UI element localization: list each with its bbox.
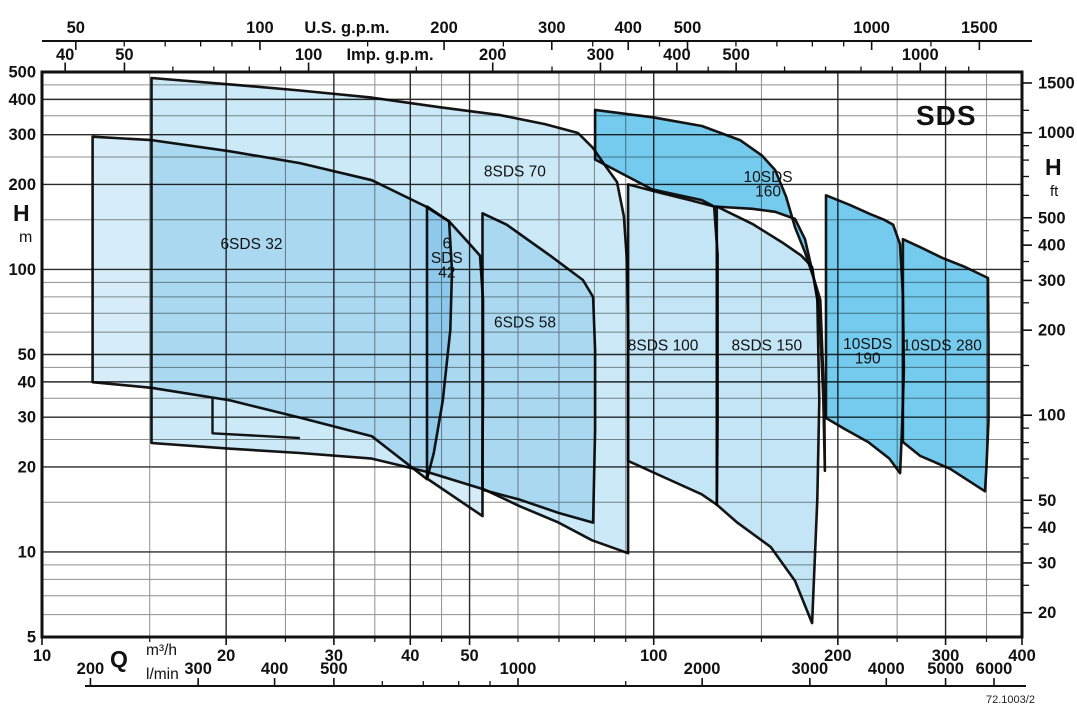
right-axis-head-label: H	[1045, 154, 1062, 180]
head-m-tick-label: 500	[8, 64, 36, 82]
imp-gpm-tick-label: 200	[479, 46, 507, 64]
flow-lmin-tick-label: 1000	[500, 660, 537, 678]
chart-title: SDS	[916, 100, 977, 131]
flow-lmin-tick-label: 6000	[976, 660, 1013, 678]
region-10sds-160	[593, 108, 827, 472]
imp-gpm-tick-label: 40	[56, 46, 74, 64]
region-label-6sds-42: 6 SDS 42	[431, 235, 463, 281]
flow-m3h-tick-label: 20	[217, 647, 235, 665]
us-gpm-tick-label: 1500	[961, 19, 998, 37]
region-8sds-150	[715, 205, 821, 625]
head-ft-tick-label: 100	[1038, 407, 1066, 425]
us-gpm-tick-label: 400	[614, 19, 642, 37]
head-ft-tick-label: 500	[1038, 209, 1066, 227]
flow-lmin-tick-label: 2000	[684, 660, 721, 678]
region-label-8sds-100: 8SDS 100	[628, 338, 699, 355]
left-axis-head-label: H	[13, 200, 30, 226]
imp-gpm-tick-label: 1000	[902, 46, 939, 64]
flow-m3h-tick-label: 50	[460, 647, 478, 665]
flow-lmin-tick-label: 5000	[927, 660, 964, 678]
us-gpm-tick-label: 500	[674, 19, 702, 37]
imp-gpm-tick-label: 400	[663, 46, 691, 64]
plot-frame	[40, 70, 1024, 639]
head-m-tick-label: 100	[8, 261, 36, 279]
left-axis-unit-label: m	[19, 229, 33, 246]
flow-m3h-tick-label: 30	[325, 647, 343, 665]
region-step-line	[211, 397, 300, 440]
flow-lmin-tick-label: 400	[261, 660, 289, 678]
us-gpm-tick-label: 50	[67, 19, 85, 37]
head-ft-tick-label: 1500	[1038, 74, 1075, 92]
flow-lmin-tick-label: 200	[77, 660, 105, 678]
imp-gpm-axis-title: Imp. g.p.m.	[346, 46, 433, 64]
head-ft-tick-label: 30	[1038, 554, 1056, 572]
flow-m3h-tick-label: 100	[640, 647, 668, 665]
head-m-tick-label: 40	[18, 373, 36, 391]
bottom-axis-m3h-label: m³/h	[146, 642, 177, 659]
region-8sds-70	[150, 76, 630, 555]
flow-m3h-tick-label: 200	[824, 647, 852, 665]
region-label-8sds-70: 8SDS 70	[484, 164, 546, 181]
region-10sds-280	[901, 237, 990, 493]
head-m-tick-label: 30	[18, 409, 36, 427]
flow-m3h-tick-label: 300	[932, 647, 960, 665]
head-ft-tick-label: 50	[1038, 492, 1056, 510]
flow-m3h-tick-label: 400	[1008, 647, 1036, 665]
head-ft-tick-label: 40	[1038, 519, 1056, 537]
flow-lmin-tick-label: 300	[184, 660, 212, 678]
imp-gpm-tick-label: 500	[722, 46, 750, 64]
us-gpm-tick-label: 300	[538, 19, 566, 37]
bottom-axis-lmin-label: l/min	[146, 666, 179, 683]
imp-gpm-tick-label: 50	[115, 46, 133, 64]
document-code: 72.1003/2	[986, 694, 1035, 706]
head-m-tick-label: 400	[8, 91, 36, 109]
us-gpm-axis-title: U.S. g.p.m.	[304, 19, 389, 37]
head-m-tick-label: 5	[27, 629, 36, 647]
region-label-8sds-150: 8SDS 150	[732, 338, 803, 355]
flow-m3h-tick-label: 10	[33, 647, 51, 665]
head-m-tick-label: 200	[8, 176, 36, 194]
region-label-10sds-160: 10SDS 160	[744, 169, 793, 201]
region-label-6sds-58: 6SDS 58	[494, 314, 556, 331]
imp-gpm-tick-label: 100	[295, 46, 323, 64]
head-ft-tick-label: 20	[1038, 604, 1056, 622]
head-ft-tick-label: 400	[1038, 237, 1066, 255]
right-axis-unit-label: ft	[1050, 183, 1059, 200]
head-m-tick-label: 10	[18, 543, 36, 561]
head-ft-tick-label: 200	[1038, 322, 1066, 340]
flow-m3h-tick-label: 40	[401, 647, 419, 665]
region-label-6sds-32: 6SDS 32	[220, 236, 282, 253]
region-label-10sds-280: 10SDS 280	[903, 338, 983, 355]
us-gpm-tick-label: 1000	[853, 19, 890, 37]
head-ft-tick-label: 1000	[1038, 124, 1075, 142]
us-gpm-tick-label: 200	[430, 19, 458, 37]
head-m-tick-label: 20	[18, 458, 36, 476]
head-m-tick-label: 50	[18, 346, 36, 364]
flow-lmin-tick-label: 3000	[792, 660, 829, 678]
flow-lmin-tick-label: 4000	[868, 660, 905, 678]
us-gpm-tick-label: 100	[246, 19, 274, 37]
flow-lmin-tick-label: 500	[320, 660, 348, 678]
region-label-10sds-190: 10SDS 190	[843, 336, 892, 368]
bottom-axis-flow-label: Q	[110, 646, 128, 672]
head-ft-tick-label: 300	[1038, 272, 1066, 290]
head-m-tick-label: 300	[8, 126, 36, 144]
imp-gpm-tick-label: 300	[587, 46, 615, 64]
